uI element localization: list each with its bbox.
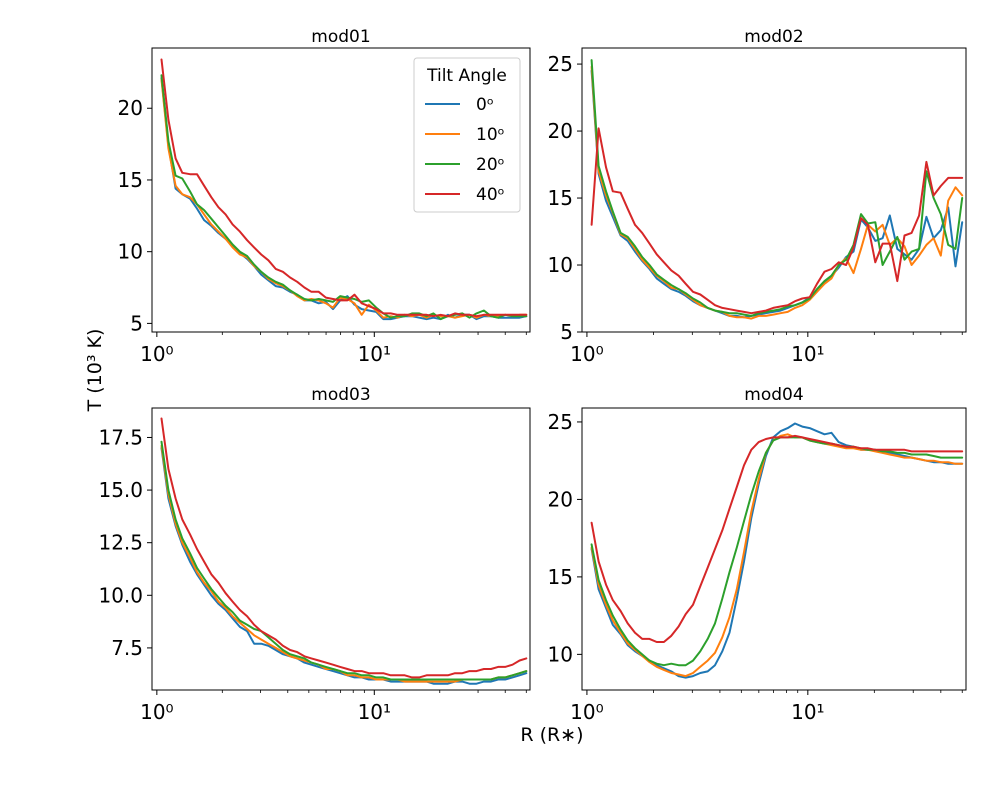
legend-title: Tilt Angle: [426, 66, 507, 86]
series-line-3: [590, 436, 964, 667]
legend-entry: 10ᵒ: [476, 125, 505, 145]
panel-title: mod04: [744, 385, 803, 405]
y-tick-label: 15: [118, 168, 143, 192]
series-line-4: [590, 127, 964, 315]
y-tick-label: 15.0: [98, 478, 143, 502]
panel-mod02: mod02 5 10 15 20 25 10⁰ 10¹: [548, 27, 967, 366]
x-tick-label: 10⁰: [570, 700, 603, 724]
x-tick-label: 10¹: [791, 342, 824, 366]
legend: Tilt Angle 0ᵒ 10ᵒ 20ᵒ 40ᵒ: [413, 57, 521, 213]
legend-entry: 20ᵒ: [476, 155, 505, 175]
panel-mod04: mod04 10 15 20 25 10⁰ 10¹: [548, 385, 967, 724]
y-tick-label: 10: [548, 253, 573, 277]
y-tick-label: 10: [548, 642, 573, 666]
x-tick-label: 10⁰: [570, 342, 603, 366]
legend-entry: 40ᵒ: [476, 185, 505, 205]
x-tick-label: 10¹: [358, 342, 391, 366]
y-tick-label: 20: [118, 96, 143, 120]
y-tick-label: 25: [548, 52, 573, 76]
y-tick-label: 5: [130, 311, 143, 335]
series-line-4: [160, 58, 528, 318]
series-line-4: [160, 417, 528, 679]
panel-title: mod03: [311, 385, 370, 405]
y-tick-label: 7.5: [111, 636, 143, 660]
panel-title: mod01: [311, 27, 370, 47]
y-tick-label: 10: [118, 240, 143, 264]
series-line-3: [590, 59, 964, 317]
y-tick-label: 10.0: [98, 583, 143, 607]
y-tick-label: 15: [548, 186, 573, 210]
legend-box: [413, 57, 521, 213]
shared-x-axis-label: R (R∗): [520, 724, 583, 746]
y-tick-label: 20: [548, 487, 573, 511]
y-tick-label: 5: [560, 320, 573, 344]
panel-title: mod02: [744, 27, 803, 47]
panel-mod03: mod03 7.5 10.0 12.5 15.0 17.5 10⁰ 10¹: [98, 385, 531, 724]
series-line-3: [160, 440, 528, 681]
y-tick-label: 25: [548, 410, 573, 434]
legend-entry: 0ᵒ: [476, 95, 494, 115]
x-tick-label: 10⁰: [140, 700, 173, 724]
y-tick-label: 20: [548, 119, 573, 143]
y-tick-label: 15: [548, 565, 573, 589]
x-tick-label: 10¹: [791, 700, 824, 724]
series-line-2: [590, 65, 964, 320]
y-tick-label: 12.5: [98, 531, 143, 555]
x-tick-label: 10¹: [358, 700, 391, 724]
series-line-4: [590, 434, 964, 643]
x-tick-label: 10⁰: [140, 342, 173, 366]
shared-y-axis-label: T (10³ K): [84, 329, 106, 413]
panel-mod01: mod01 5 10 15 20 10⁰ 10¹: [118, 27, 531, 366]
y-tick-label: 17.5: [98, 425, 143, 449]
